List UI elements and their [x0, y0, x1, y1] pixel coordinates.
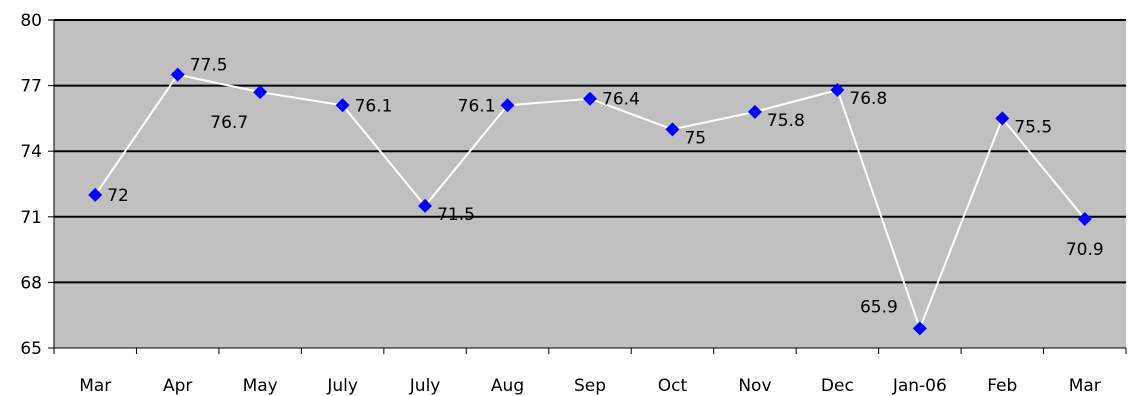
data-label: 76.7	[210, 113, 248, 133]
data-point	[583, 91, 597, 106]
plot-area	[54, 20, 1126, 348]
data-point	[1077, 211, 1092, 226]
data-point	[253, 85, 268, 100]
data-labels: 72 77.5 76.7 76.1 71.5 76.1 76.4 75 75.8 76.8 65.9…	[107, 56, 1103, 318]
x-axis-ticks: Mar Apr May July July Aug Sep Oct Nov Dec Jan-06 Fe…	[53, 348, 1127, 396]
data-label: 71.5	[437, 205, 475, 225]
x-tick-label: Sep	[574, 376, 606, 396]
data-label: 65.9	[860, 297, 898, 317]
x-tick-label: July	[409, 376, 441, 396]
x-tick-label: Aug	[491, 376, 524, 396]
y-tick-label: 71	[20, 208, 42, 228]
x-tick-label: Mar	[79, 376, 111, 396]
data-label: 76.1	[355, 96, 393, 116]
x-tick-label: Jan-06	[892, 376, 947, 396]
y-tick-label: 77	[20, 77, 42, 97]
x-tick-label: Dec	[821, 376, 854, 396]
axes	[53, 20, 1126, 349]
data-point	[88, 187, 103, 202]
x-tick-label: Nov	[738, 376, 771, 396]
data-label: 75	[684, 128, 706, 148]
y-axis-ticks: 65 68 71 74 77 80	[20, 11, 54, 359]
data-label: 76.4	[602, 90, 640, 110]
x-tick-label: Apr	[163, 376, 192, 396]
data-point	[747, 104, 762, 119]
plot-background	[54, 20, 1126, 348]
data-point	[170, 67, 185, 82]
data-point	[995, 111, 1010, 126]
data-label: 70.9	[1066, 240, 1104, 260]
data-label: 76.8	[849, 89, 887, 109]
x-tick-label: Mar	[1069, 376, 1101, 396]
data-point	[418, 198, 433, 213]
data-label: 77.5	[190, 56, 228, 76]
data-label: 72	[107, 186, 129, 206]
y-tick-label: 68	[20, 273, 42, 293]
data-label: 75.8	[767, 111, 805, 131]
data-label: 76.1	[458, 96, 496, 116]
data-label: 75.5	[1014, 117, 1052, 137]
x-tick-label: Oct	[658, 376, 688, 396]
x-tick-label: Feb	[987, 376, 1017, 396]
y-tick-label: 65	[20, 339, 42, 359]
data-point	[665, 122, 680, 137]
y-tick-label: 80	[20, 11, 42, 31]
series-markers	[88, 67, 1092, 336]
data-point	[335, 98, 350, 113]
x-tick-label: July	[326, 376, 358, 396]
data-point	[830, 82, 845, 97]
data-point	[500, 98, 515, 113]
y-tick-label: 74	[20, 142, 42, 162]
x-tick-label: May	[243, 376, 278, 396]
data-point	[912, 321, 927, 336]
